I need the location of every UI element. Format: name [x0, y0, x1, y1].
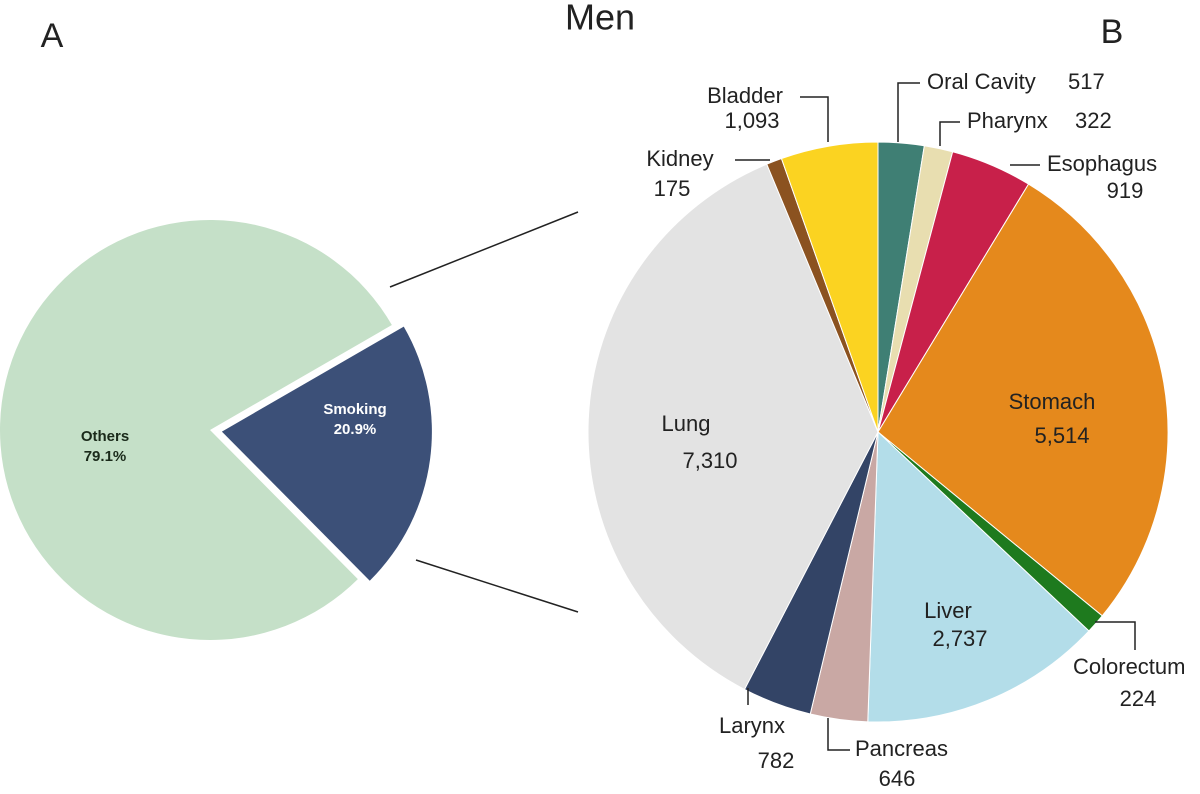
value-label: 782 — [758, 748, 795, 773]
slice-label: Esophagus — [1047, 151, 1157, 176]
value-label: 322 — [1075, 108, 1112, 133]
connector — [415, 559, 579, 613]
pie-slice — [867, 430, 1090, 723]
pie-slice — [780, 141, 879, 433]
slice-label: Lung — [662, 411, 711, 436]
slice-label: Larynx — [719, 713, 785, 738]
leader-line — [1095, 621, 1136, 650]
leader-line — [800, 96, 829, 142]
slice-label: Kidney — [646, 146, 713, 171]
leader-line — [897, 82, 920, 142]
connector — [389, 211, 579, 288]
chart-title: Men — [565, 0, 635, 38]
pie-slice — [587, 163, 879, 691]
slice-label: Bladder — [707, 83, 783, 108]
pie-slice — [0, 220, 392, 640]
slice-label: Stomach — [1009, 389, 1096, 414]
slice-label: Smoking — [323, 401, 386, 418]
slice-label: Colorectum — [1073, 654, 1185, 679]
value-label: 646 — [879, 766, 916, 789]
value-label: 919 — [1107, 178, 1144, 203]
slice-label: Pancreas — [855, 736, 948, 761]
value-label: 1,093 — [724, 108, 779, 133]
pie-slice — [221, 326, 432, 581]
slice-label: Oral Cavity — [927, 69, 1036, 94]
value-label: 175 — [654, 176, 691, 201]
slice-label: Others — [81, 428, 129, 445]
value-label: 2,737 — [932, 626, 987, 651]
value-label: 5,514 — [1034, 423, 1089, 448]
slice-label: Liver — [924, 598, 972, 623]
value-label: 517 — [1068, 69, 1105, 94]
value-label: 224 — [1120, 686, 1157, 711]
leader-line — [939, 121, 960, 146]
leader-line — [827, 718, 850, 751]
value-label: 20.9% — [334, 421, 377, 438]
panel-label: B — [1101, 13, 1124, 51]
value-label: 79.1% — [84, 448, 127, 465]
panel-label: A — [41, 17, 64, 55]
value-label: 7,310 — [682, 448, 737, 473]
slice-label: Pharynx — [967, 108, 1048, 133]
pie-slice — [877, 183, 1169, 617]
